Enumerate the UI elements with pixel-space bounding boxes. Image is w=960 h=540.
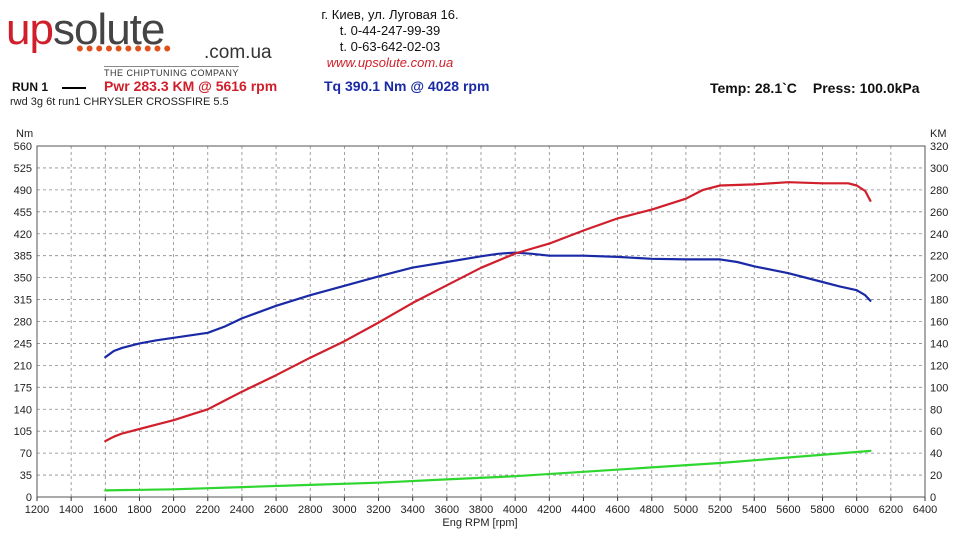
x-tick-label: 5400: [742, 504, 766, 516]
x-tick-label: 1400: [59, 504, 83, 516]
y-left-tick-label: 490: [14, 185, 32, 197]
power-summary: Pwr 283.3 KM @ 5616 rpm: [104, 78, 278, 94]
y-left-tick-label: 35: [20, 470, 32, 482]
y-right-tick-label: 260: [930, 207, 948, 219]
x-tick-label: 1800: [127, 504, 151, 516]
x-tick-label: 6400: [913, 504, 937, 516]
run-legend-line: [62, 87, 86, 89]
y-right-tick-label: 20: [930, 470, 942, 482]
y-left-tick-label: 455: [14, 207, 32, 219]
y-right-tick-label: 120: [930, 360, 948, 372]
logo-dots: ••••••••••: [76, 36, 174, 61]
y-left-tick-label: 210: [14, 360, 32, 372]
x-tick-label: 4400: [571, 504, 595, 516]
x-tick-label: 3200: [366, 504, 390, 516]
pressure-readout: Press: 100.0kPa: [812, 80, 920, 96]
x-tick-label: 6000: [844, 504, 868, 516]
y-left-tick-label: 70: [20, 448, 32, 460]
environment-readout: Temp: 28.1`C Press: 100.0kPa: [710, 80, 936, 96]
y-right-tick-label: 140: [930, 338, 948, 350]
y-right-tick-label: 160: [930, 317, 948, 329]
run-label: RUN 1: [12, 80, 49, 94]
x-tick-label: 5800: [810, 504, 834, 516]
contact-block: г. Киев, ул. Луговая 16. t. 0-44-247-99-…: [300, 7, 480, 71]
x-tick-label: 4000: [503, 504, 527, 516]
y-left-tick-label: 315: [14, 295, 32, 307]
y-left-tick-label: 525: [14, 163, 32, 175]
y-right-tick-label: 320: [930, 141, 948, 153]
y-left-tick-label: 0: [26, 492, 32, 504]
x-tick-label: 3400: [400, 504, 424, 516]
x-tick-label: 3000: [332, 504, 356, 516]
y-left-tick-label: 560: [14, 141, 32, 153]
green-curve: [104, 449, 872, 492]
chart-ticks: 1200 1400 1600 1800 2000 2200 2400 2600 2800 3000…: [14, 141, 949, 516]
logo-tagline: THE CHIPTUNING COMPANY: [104, 66, 239, 78]
x-tick-label: 2000: [161, 504, 185, 516]
y-right-tick-label: 240: [930, 229, 948, 241]
contact-website: www.upsolute.com.ua: [326, 55, 454, 70]
x-axis-label: Eng RPM [rpm]: [442, 517, 517, 529]
x-tick-label: 2800: [298, 504, 322, 516]
x-tick-label: 1200: [25, 504, 49, 516]
y-left-tick-label: 385: [14, 251, 32, 263]
contact-phone-2: t. 0-63-642-02-03: [339, 39, 441, 54]
contact-address: г. Киев, ул. Луговая 16.: [321, 7, 459, 22]
y-right-tick-label: 180: [930, 295, 948, 307]
x-tick-label: 5600: [776, 504, 800, 516]
x-tick-label: 4800: [640, 504, 664, 516]
logo-wordmark: upsolute: [6, 5, 165, 54]
x-tick-label: 4600: [605, 504, 629, 516]
y-left-tick-label: 105: [14, 426, 32, 438]
x-tick-label: 2400: [230, 504, 254, 516]
y-left-tick-label: 175: [14, 382, 32, 394]
y-right-tick-label: 80: [930, 404, 942, 416]
chart-series: [104, 181, 872, 492]
y-right-tick-label: 280: [930, 185, 948, 197]
y-left-tick-label: 420: [14, 229, 32, 241]
right-axis-unit: KM: [930, 128, 947, 140]
y-left-tick-label: 140: [14, 404, 32, 416]
y-right-tick-label: 200: [930, 273, 948, 285]
torque-curve: [104, 251, 872, 359]
power-curve: [104, 181, 872, 443]
x-tick-label: 3600: [435, 504, 459, 516]
brand-logo: upsolute •••••••••• .com.ua THE CHIPTUNI…: [6, 5, 296, 79]
logo-wordmark-up: up: [6, 5, 54, 54]
y-right-tick-label: 60: [930, 426, 942, 438]
x-tick-label: 2200: [196, 504, 220, 516]
y-right-tick-label: 300: [930, 163, 948, 175]
y-right-tick-label: 40: [930, 448, 942, 460]
x-tick-label: 6200: [879, 504, 903, 516]
x-tick-label: 5200: [708, 504, 732, 516]
x-tick-label: 4200: [537, 504, 561, 516]
logo-domain: .com.ua: [204, 42, 272, 63]
y-right-tick-label: 0: [930, 492, 936, 504]
contact-phone-1: t. 0-44-247-99-39: [339, 23, 441, 38]
run-description: rwd 3g 6t run1 CHRYSLER CROSSFIRE 5.5: [10, 96, 229, 108]
x-tick-label: 2600: [264, 504, 288, 516]
temperature-readout: Temp: 28.1`C: [710, 80, 797, 96]
y-right-tick-label: 220: [930, 251, 948, 263]
y-left-tick-label: 245: [14, 338, 32, 350]
y-left-tick-label: 280: [14, 317, 32, 329]
left-axis-unit: Nm: [16, 128, 33, 140]
y-right-tick-label: 100: [930, 382, 948, 394]
x-tick-label: 1600: [93, 504, 117, 516]
x-tick-label: 5000: [674, 504, 698, 516]
y-left-tick-label: 350: [14, 273, 32, 285]
chart-grid: [37, 146, 925, 497]
torque-summary: Tq 390.1 Nm @ 4028 rpm: [324, 78, 490, 94]
logo-wordmark-solute: solute: [52, 5, 165, 54]
x-tick-label: 3800: [469, 504, 493, 516]
